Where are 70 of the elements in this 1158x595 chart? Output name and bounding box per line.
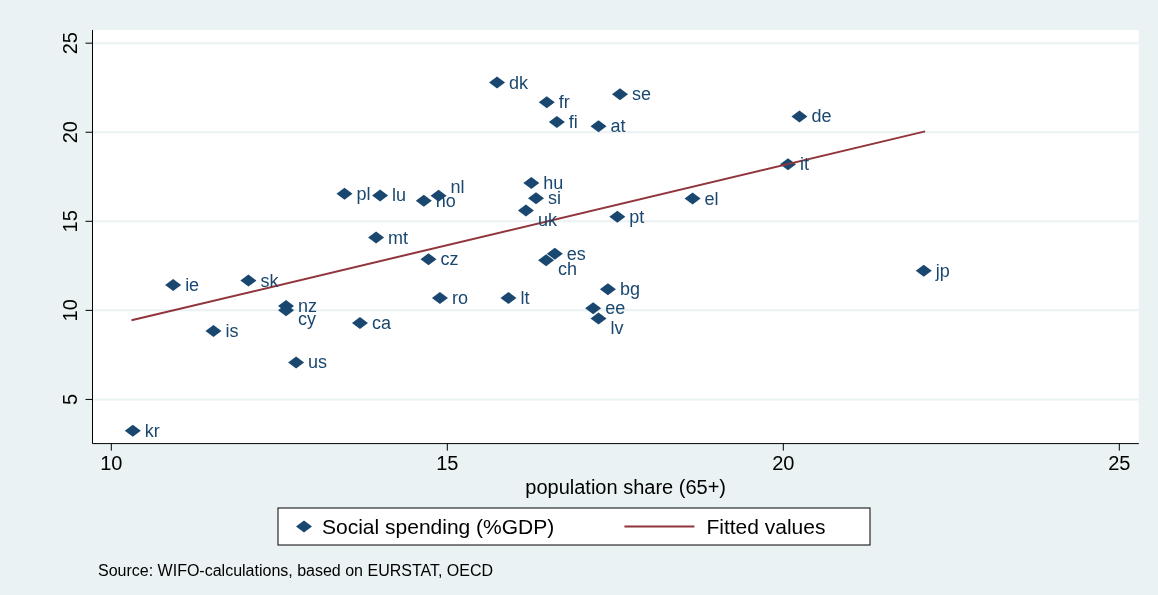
point: [288, 356, 305, 369]
annotation: ie: [185, 275, 200, 296]
y-tick-label: 5: [58, 393, 81, 405]
annotation: jp: [934, 260, 950, 281]
annotation: ca: [371, 313, 392, 334]
point: [336, 187, 353, 200]
y-tick-label: 15: [58, 210, 81, 233]
annotation: lv: [610, 317, 624, 338]
x-tick-label: 10: [100, 451, 123, 474]
point: [517, 204, 534, 217]
point: [415, 194, 432, 207]
source-note: Source: WIFO-calculations, based on EURSTAT, OECD: [98, 562, 494, 579]
legend-label: Social spending (%GDP): [322, 515, 555, 538]
y-tick-label: 20: [58, 121, 81, 144]
x-tick-label: 15: [436, 451, 459, 474]
annotation: sk: [260, 270, 280, 291]
point: [538, 254, 555, 267]
annotation: si: [548, 188, 562, 209]
annotation: ch: [558, 259, 578, 280]
annotation: lu: [392, 185, 407, 206]
annotation: lt: [520, 287, 530, 308]
annotation: nl: [450, 176, 465, 197]
point: [548, 116, 565, 129]
annotation: dk: [509, 72, 530, 93]
point: [500, 291, 517, 304]
annotation: pl: [356, 183, 371, 204]
point: [431, 291, 448, 304]
point: [915, 264, 932, 277]
point: [612, 88, 629, 101]
point: [351, 317, 368, 330]
point: [420, 253, 437, 266]
point: [609, 210, 626, 223]
point: [124, 424, 141, 437]
point: [546, 247, 563, 260]
point: [528, 192, 545, 205]
point: [590, 312, 607, 325]
point: [165, 279, 182, 292]
annotation: bg: [619, 279, 640, 300]
y-tick-label: 10: [58, 299, 81, 322]
annotation: de: [811, 106, 832, 127]
legend-label: Fitted values: [706, 515, 826, 538]
annotation: el: [704, 188, 719, 209]
x-tick-label: 20: [772, 451, 795, 474]
point: [489, 76, 506, 89]
point: [791, 110, 808, 123]
annotation: fr: [558, 92, 570, 113]
point: [599, 283, 616, 296]
annotation: kr: [144, 420, 160, 441]
annotation: se: [632, 84, 652, 105]
point: [240, 274, 257, 287]
point: [372, 189, 389, 202]
point: [368, 231, 385, 244]
x-axis-title: population share (65+): [525, 475, 726, 498]
annotation: pt: [629, 206, 645, 227]
annotation: fi: [568, 112, 578, 133]
point: [590, 120, 607, 133]
annotation: us: [308, 352, 328, 373]
annotation: is: [225, 321, 239, 342]
annotation: ee: [605, 298, 626, 319]
point: [585, 302, 602, 315]
annotation: mt: [388, 227, 409, 248]
x-tick-label: 25: [1108, 451, 1131, 474]
point: [684, 192, 701, 205]
y-tick-label: 25: [58, 32, 81, 55]
annotation: cz: [440, 249, 459, 270]
point: [523, 177, 540, 190]
annotation: ro: [451, 287, 468, 308]
annotation: at: [610, 116, 626, 137]
point: [205, 325, 222, 338]
point: [538, 96, 555, 109]
